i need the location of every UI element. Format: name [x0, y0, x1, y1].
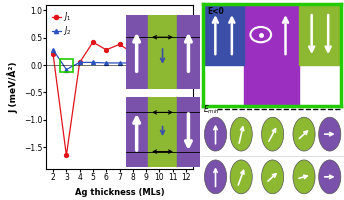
Bar	[178, 97, 200, 167]
Ellipse shape	[204, 160, 227, 194]
Legend: $J_1$, $J_2$: $J_1$, $J_2$	[50, 9, 73, 39]
Bar	[299, 4, 341, 65]
Ellipse shape	[319, 117, 341, 151]
X-axis label: Ag thickness (MLs): Ag thickness (MLs)	[75, 188, 164, 197]
Text: $E_{min}$: $E_{min}$	[203, 103, 219, 116]
Ellipse shape	[261, 117, 284, 151]
Bar	[60, 59, 73, 72]
Ellipse shape	[204, 117, 227, 151]
Ellipse shape	[261, 160, 284, 194]
Y-axis label: J (meV/Å²): J (meV/Å²)	[7, 61, 18, 113]
Text: E<0: E<0	[207, 7, 224, 16]
Ellipse shape	[293, 160, 315, 194]
Bar	[244, 4, 299, 106]
Bar	[178, 15, 200, 89]
Ellipse shape	[319, 160, 341, 194]
Ellipse shape	[230, 160, 252, 194]
Ellipse shape	[293, 117, 315, 151]
Ellipse shape	[230, 117, 252, 151]
Bar	[126, 97, 148, 167]
Bar	[126, 15, 148, 89]
Bar	[148, 97, 178, 167]
Bar	[148, 15, 178, 89]
Bar	[203, 4, 244, 65]
